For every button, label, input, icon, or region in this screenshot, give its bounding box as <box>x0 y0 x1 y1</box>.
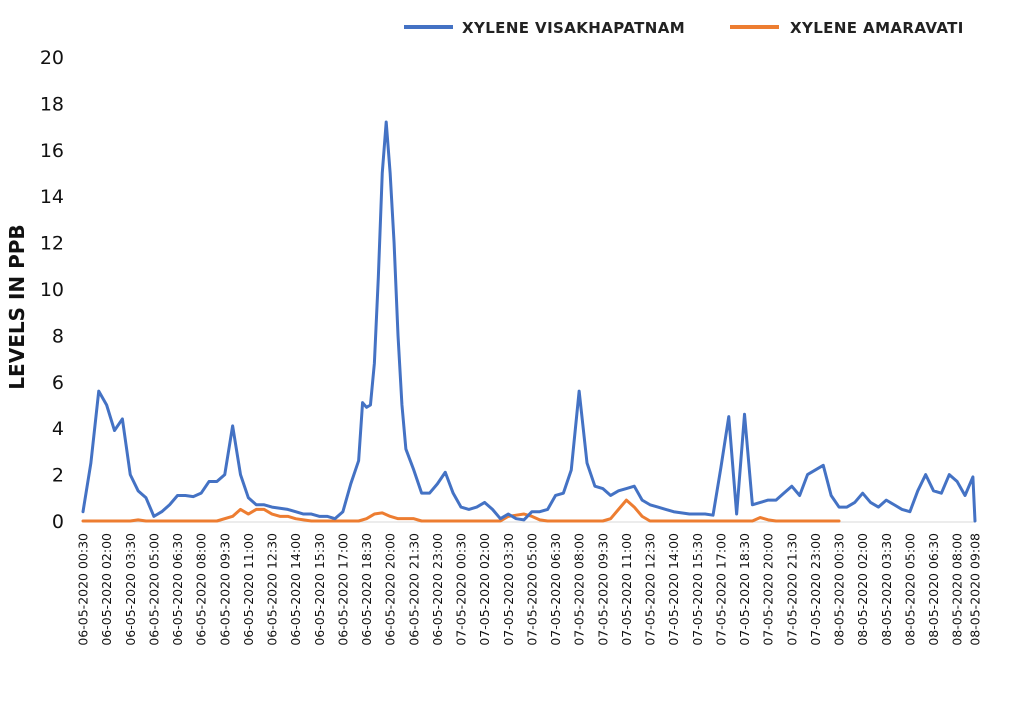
x-tick-label: 07-05-2020 12:30 <box>643 533 658 646</box>
x-tick-label: 08-05-2020 09:08 <box>968 533 983 646</box>
legend-label-visakhapatnam: XYLENE VISAKHAPATNAM <box>462 19 685 37</box>
x-tick-label: 08-05-2020 08:00 <box>950 533 965 646</box>
legend: XYLENE VISAKHAPATNAM XYLENE AMARAVATI <box>404 19 964 37</box>
x-tick-label: 06-05-2020 11:00 <box>241 533 256 646</box>
x-tick-label: 08-05-2020 06:30 <box>926 533 941 646</box>
x-tick-label: 06-05-2020 12:30 <box>265 533 280 646</box>
y-axis-ticks: 0 2 4 6 8 10 12 14 16 18 20 <box>40 47 64 533</box>
y-tick-label: 12 <box>40 233 64 255</box>
x-tick-label: 07-05-2020 03:30 <box>501 533 516 646</box>
x-tick-label: 06-05-2020 05:00 <box>146 533 161 646</box>
x-tick-label: 06-05-2020 06:30 <box>170 533 185 646</box>
x-tick-label: 06-05-2020 20:00 <box>383 533 398 646</box>
x-tick-label: 07-05-2020 15:30 <box>690 533 705 646</box>
x-tick-label: 06-05-2020 18:30 <box>359 533 374 646</box>
x-tick-label: 06-05-2020 02:00 <box>99 533 114 646</box>
x-tick-label: 07-05-2020 08:00 <box>572 533 587 646</box>
x-tick-label: 06-05-2020 17:00 <box>335 533 350 646</box>
x-tick-label: 08-05-2020 00:30 <box>832 533 847 646</box>
y-tick-label: 14 <box>40 186 64 208</box>
y-tick-label: 2 <box>52 465 64 487</box>
x-tick-label: 06-05-2020 15:30 <box>312 533 327 646</box>
x-tick-label: 06-05-2020 14:00 <box>288 533 303 646</box>
y-tick-label: 10 <box>40 279 64 301</box>
x-tick-label: 06-05-2020 23:00 <box>430 533 445 646</box>
y-tick-label: 16 <box>40 140 64 162</box>
x-tick-label: 07-05-2020 17:00 <box>713 533 728 646</box>
y-tick-label: 6 <box>52 372 64 394</box>
x-tick-label: 06-05-2020 03:30 <box>123 533 138 646</box>
series-line-visakhapatnam <box>81 120 977 523</box>
x-tick-label: 06-05-2020 08:00 <box>194 533 209 646</box>
x-tick-label: 07-05-2020 18:30 <box>737 533 752 646</box>
x-tick-label: 08-05-2020 02:00 <box>855 533 870 646</box>
x-tick-label: 06-05-2020 09:30 <box>217 533 232 646</box>
y-tick-label: 8 <box>52 325 64 347</box>
x-axis-ticks: 06-05-2020 00:30 06-05-2020 02:00 06-05-20… <box>76 533 983 646</box>
series-layer <box>81 120 977 523</box>
x-tick-label: 07-05-2020 14:00 <box>666 533 681 646</box>
y-tick-label: 18 <box>40 93 64 115</box>
x-tick-label: 07-05-2020 23:00 <box>808 533 823 646</box>
y-tick-label: 4 <box>52 418 64 440</box>
x-tick-label: 06-05-2020 21:30 <box>406 533 421 646</box>
y-axis-label: LEVELS IN PPB <box>5 224 29 389</box>
y-tick-label: 20 <box>40 47 64 69</box>
x-tick-label: 06-05-2020 00:30 <box>76 533 91 646</box>
series-line-amaravati <box>81 498 841 523</box>
x-tick-label: 07-05-2020 21:30 <box>784 533 799 646</box>
x-tick-label: 07-05-2020 05:00 <box>524 533 539 646</box>
y-tick-label: 0 <box>52 511 64 533</box>
x-tick-label: 07-05-2020 02:00 <box>477 533 492 646</box>
x-tick-label: 07-05-2020 06:30 <box>548 533 563 646</box>
x-tick-label: 07-05-2020 00:30 <box>454 533 469 646</box>
x-tick-label: 07-05-2020 20:00 <box>761 533 776 646</box>
x-tick-label: 07-05-2020 11:00 <box>619 533 634 646</box>
x-tick-label: 07-05-2020 09:30 <box>595 533 610 646</box>
x-tick-label: 08-05-2020 03:30 <box>879 533 894 646</box>
legend-label-amaravati: XYLENE AMARAVATI <box>790 19 964 37</box>
x-tick-label: 08-05-2020 05:00 <box>902 533 917 646</box>
